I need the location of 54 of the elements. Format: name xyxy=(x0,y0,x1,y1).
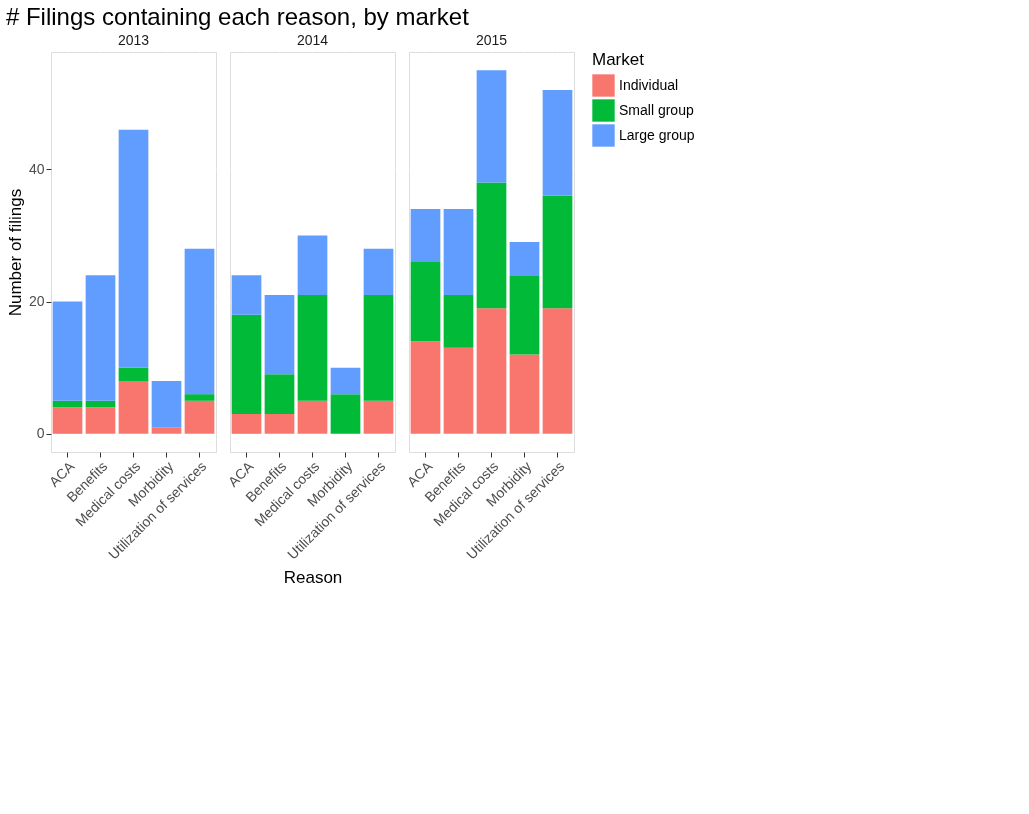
legend-label: Individual xyxy=(619,76,679,93)
bar xyxy=(52,407,83,434)
bar xyxy=(85,407,116,434)
bar xyxy=(476,182,507,309)
bar xyxy=(297,235,328,295)
bar xyxy=(363,294,394,401)
bar xyxy=(264,374,295,414)
bar xyxy=(509,354,540,434)
bar xyxy=(476,70,507,183)
bar xyxy=(231,413,262,434)
x-axis-title: Reason xyxy=(283,568,343,588)
bar xyxy=(330,367,361,395)
bar xyxy=(264,413,295,434)
bar xyxy=(85,275,116,401)
bar xyxy=(410,341,441,434)
bar xyxy=(231,314,262,414)
legend-title: Market xyxy=(592,50,645,69)
bar xyxy=(264,294,295,375)
bar xyxy=(151,427,182,434)
legend-label: Small group xyxy=(619,101,694,118)
bar xyxy=(410,209,441,262)
y-tick-label: 0 xyxy=(36,425,45,442)
bar xyxy=(443,294,474,348)
bar xyxy=(363,248,394,295)
bar xyxy=(542,195,573,309)
bar xyxy=(184,400,215,434)
y-tick-label: 40 xyxy=(28,160,45,177)
bar xyxy=(184,394,215,401)
bar xyxy=(118,380,149,434)
bar xyxy=(297,294,328,401)
chart-title: # Filings containing each reason, by market xyxy=(5,2,470,30)
bar xyxy=(509,275,540,355)
bar xyxy=(118,129,149,368)
chart-subtitle: 2015 xyxy=(475,32,508,48)
bar xyxy=(542,308,573,434)
chart-subtitle: 2013 xyxy=(117,32,150,48)
bar xyxy=(52,301,83,401)
bar xyxy=(297,400,328,434)
bar xyxy=(443,347,474,434)
bar xyxy=(184,248,215,395)
legend-label: Large group xyxy=(619,126,695,143)
y-axis-title: Number of filings xyxy=(5,188,25,317)
bar xyxy=(231,275,262,315)
bar xyxy=(118,367,149,381)
chart-subtitle: 2014 xyxy=(296,32,329,48)
bar xyxy=(476,308,507,434)
bar xyxy=(542,90,573,196)
bar xyxy=(410,261,441,342)
bar xyxy=(363,400,394,434)
bar xyxy=(330,394,361,434)
bar xyxy=(151,380,182,428)
y-tick-label: 20 xyxy=(28,293,45,310)
bar xyxy=(509,242,540,276)
bar xyxy=(443,209,474,295)
